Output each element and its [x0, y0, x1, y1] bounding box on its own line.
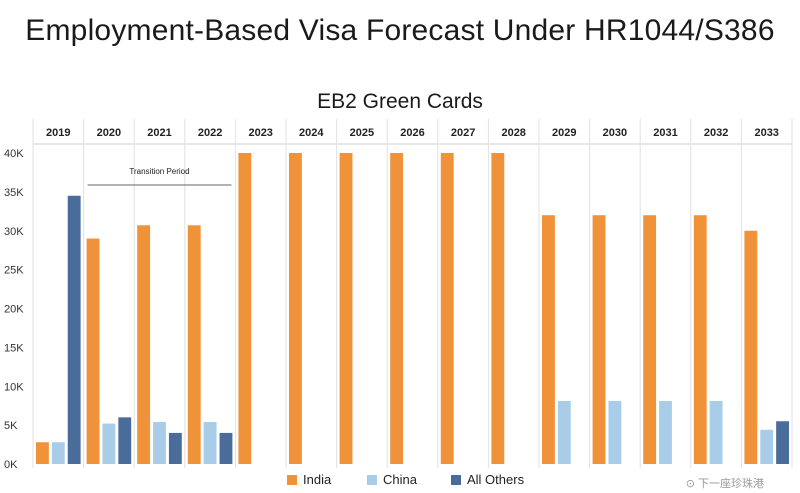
bar-all-others-2021: [168, 432, 182, 464]
bar-china-2019: [51, 442, 65, 464]
bar-india-2027: [440, 153, 454, 464]
x-tick-label: 2033: [754, 127, 778, 139]
x-tick-label: 2029: [552, 127, 576, 139]
bar-all-others-2033: [776, 421, 789, 464]
bar-india-2033: [744, 230, 758, 464]
y-tick-label: 0K: [4, 459, 18, 471]
y-tick-label: 25K: [4, 265, 24, 277]
bar-india-2030: [592, 215, 606, 464]
bar-india-2020: [86, 238, 100, 464]
y-tick-label: 35K: [4, 187, 24, 199]
bar-india-2022: [187, 225, 201, 464]
x-tick-label: 2026: [400, 127, 424, 139]
x-tick-label: 2021: [147, 127, 171, 139]
bar-india-2024: [289, 153, 302, 464]
x-tick-label: 2019: [46, 127, 70, 139]
bar-india-2019: [36, 442, 49, 464]
x-tick-label: 2031: [653, 127, 677, 139]
y-tick-label: 40K: [4, 148, 24, 160]
x-tick-label: 2030: [603, 127, 627, 139]
x-tick-label: 2022: [198, 127, 222, 139]
bar-all-others-2019: [67, 195, 81, 464]
bar-india-2028: [491, 153, 505, 464]
page-title: Employment-Based Visa Forecast Under HR1…: [25, 14, 775, 47]
bar-india-2025: [339, 153, 353, 464]
bar-india-2032: [693, 215, 707, 464]
y-tick-label: 5K: [4, 420, 18, 432]
y-tick-label: 10K: [4, 381, 24, 393]
bar-india-2031: [643, 215, 657, 464]
x-tick-label: 2028: [501, 127, 525, 139]
x-tick-label: 2027: [451, 127, 475, 139]
legend-swatch-china: [367, 475, 377, 485]
legend-swatch-india: [287, 475, 297, 485]
x-tick-label: 2025: [350, 127, 374, 139]
bar-china-2030: [608, 401, 622, 464]
bar-all-others-2020: [118, 417, 132, 464]
bar-china-2029: [557, 401, 571, 464]
bar-all-others-2022: [219, 432, 233, 464]
bar-india-2021: [137, 225, 151, 464]
bar-china-2022: [203, 422, 217, 464]
x-tick-label: 2024: [299, 127, 324, 139]
bar-china-2021: [153, 422, 166, 464]
legend-label-china: China: [383, 472, 418, 487]
bar-india-2029: [542, 215, 555, 464]
bar-china-2020: [102, 423, 116, 464]
chart-title: EB2 Green Cards: [317, 90, 483, 113]
y-tick-label: 20K: [4, 304, 24, 316]
bar-india-2023: [238, 153, 252, 464]
y-tick-label: 30K: [4, 226, 24, 238]
watermark: ⊙ 下一座珍珠港: [685, 478, 764, 490]
annotation-label: Transition Period: [129, 167, 189, 176]
bar-india-2026: [390, 153, 404, 464]
x-tick-label: 2032: [704, 127, 728, 139]
bar-china-2033: [760, 429, 774, 464]
bar-china-2031: [659, 401, 672, 464]
legend-label-all-others: All Others: [467, 472, 525, 487]
bar-china-2032: [709, 401, 723, 464]
y-tick-label: 15K: [4, 342, 24, 354]
x-tick-label: 2023: [248, 127, 272, 139]
x-tick-label: 2020: [97, 127, 121, 139]
legend-swatch-all-others: [451, 475, 461, 485]
legend-label-india: India: [303, 472, 332, 487]
